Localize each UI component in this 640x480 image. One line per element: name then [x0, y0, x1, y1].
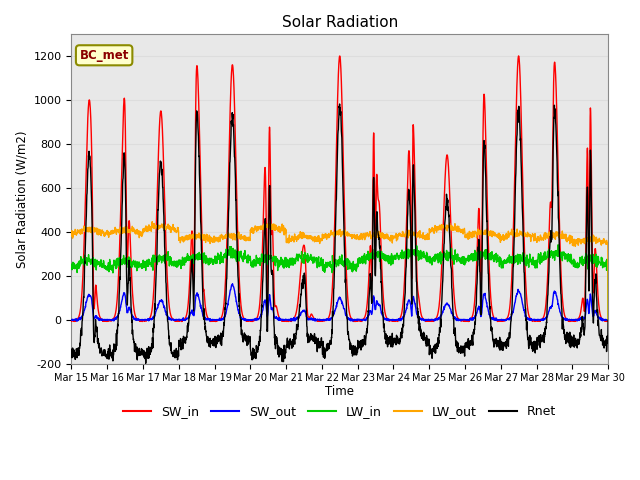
Rnet	[572, 342, 580, 348]
SW_out	[72, 318, 80, 324]
LW_in	[495, 264, 503, 269]
Rnet	[367, 289, 375, 295]
Text: BC_met: BC_met	[79, 49, 129, 62]
Title: Solar Radiation: Solar Radiation	[282, 15, 398, 30]
SW_out	[572, 316, 580, 322]
LW_out	[572, 239, 580, 244]
SW_in	[218, 315, 225, 321]
SW_out	[496, 317, 504, 323]
LW_out	[68, 229, 76, 235]
SW_out	[367, 310, 375, 316]
LW_in	[68, 264, 76, 270]
SW_out	[68, 317, 76, 323]
Rnet	[142, 360, 150, 366]
SW_out	[356, 317, 364, 323]
LW_in	[217, 252, 225, 257]
Rnet	[557, 292, 565, 298]
Line: Rnet: Rnet	[72, 104, 608, 363]
LW_out	[218, 235, 225, 241]
SW_in	[138, 319, 146, 324]
Line: SW_out: SW_out	[72, 284, 608, 321]
SW_in	[604, 317, 612, 323]
SW_in	[496, 317, 504, 323]
LW_out	[604, 317, 612, 323]
LW_in	[554, 242, 562, 248]
Rnet	[356, 342, 364, 348]
Line: SW_in: SW_in	[72, 56, 608, 322]
LW_out	[367, 236, 375, 242]
LW_in	[572, 261, 580, 266]
Rnet	[604, 317, 612, 323]
Rnet	[496, 347, 504, 353]
LW_in	[355, 259, 363, 264]
LW_in	[557, 254, 564, 260]
SW_out	[228, 281, 236, 287]
LW_out	[496, 237, 504, 242]
Rnet	[218, 336, 225, 341]
SW_in	[355, 318, 363, 324]
LW_out	[557, 235, 564, 241]
SW_out	[557, 312, 565, 318]
SW_in	[557, 272, 565, 277]
SW_in	[572, 317, 580, 323]
SW_in	[68, 318, 76, 324]
Rnet	[68, 353, 76, 359]
X-axis label: Time: Time	[325, 385, 354, 398]
Rnet	[336, 101, 344, 107]
LW_out	[148, 219, 156, 225]
Line: LW_out: LW_out	[72, 222, 608, 320]
SW_in	[515, 53, 522, 59]
LW_in	[367, 252, 374, 257]
Line: LW_in: LW_in	[72, 245, 608, 320]
LW_out	[355, 234, 363, 240]
LW_in	[604, 317, 612, 323]
SW_out	[218, 317, 225, 323]
Y-axis label: Solar Radiation (W/m2): Solar Radiation (W/m2)	[15, 130, 28, 267]
Legend: SW_in, SW_out, LW_in, LW_out, Rnet: SW_in, SW_out, LW_in, LW_out, Rnet	[118, 400, 561, 423]
SW_in	[367, 253, 375, 259]
SW_out	[604, 317, 612, 323]
